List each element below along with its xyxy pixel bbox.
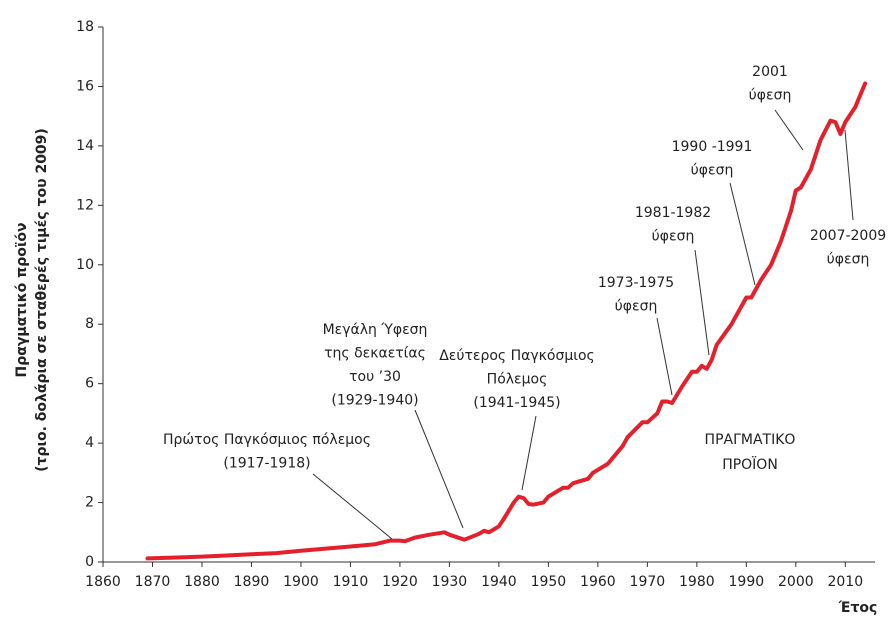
annotation: (1917-1918) — [223, 456, 310, 472]
x-tick-label: 1950 — [531, 574, 567, 590]
x-tick-label: 1960 — [580, 574, 616, 590]
y-tick-label: 0 — [85, 554, 94, 570]
y-axis-label: Πραγματικό προϊόν — [14, 223, 30, 378]
x-tick-label: 1980 — [679, 574, 715, 590]
y-axis-label: (τριο. δολάρια σε σταθερές τιμές του 200… — [34, 128, 50, 472]
x-tick-label: 2010 — [827, 574, 863, 590]
x-tick-label: 1930 — [432, 574, 468, 590]
annotation: (1941-1945) — [473, 395, 560, 411]
x-tick-label: 2000 — [778, 574, 814, 590]
annotation: (1929-1940) — [331, 393, 418, 409]
annotation-leader — [774, 109, 804, 151]
x-tick-label: 1880 — [184, 574, 220, 590]
x-tick-label: 1900 — [283, 574, 319, 590]
y-tick-label: 16 — [76, 78, 94, 94]
y-tick-label: 14 — [76, 138, 94, 154]
annotation-leader — [656, 317, 673, 396]
annotation: Πόλεμος — [487, 372, 548, 388]
annotation: ύφεση — [827, 252, 870, 268]
x-tick-label: 1920 — [382, 574, 418, 590]
annotation: Μεγάλη Ύφεση — [323, 322, 428, 338]
annotation-leader — [414, 409, 464, 529]
x-tick-label: 1890 — [234, 574, 270, 590]
gdp-line — [145, 81, 868, 561]
x-axis-label: Έτος — [838, 600, 878, 616]
x-tick-label: 1870 — [135, 574, 171, 590]
annotation-leader — [694, 249, 710, 356]
x-tick-label: 1910 — [333, 574, 369, 590]
y-tick-label: 2 — [85, 495, 94, 511]
y-tick-label: 8 — [85, 316, 94, 332]
annotation: 2007-2009 — [810, 228, 886, 244]
annotation: της δεκαετίας — [324, 346, 426, 362]
annotation-leader — [844, 129, 854, 221]
annotation: 1973-1975 — [598, 275, 674, 291]
annotation: Πρώτος Παγκόσμιος πόλεμος — [163, 432, 371, 448]
annotation-leader — [312, 473, 393, 540]
annotation: του ’30 — [349, 369, 401, 385]
annotation-leader — [729, 182, 756, 286]
y-tick-label: 12 — [76, 197, 94, 213]
x-tick-label: 1860 — [85, 574, 121, 590]
x-tick-label: 1970 — [630, 574, 666, 590]
y-tick-label: 10 — [76, 257, 94, 273]
x-tick-label: 1990 — [729, 574, 765, 590]
annotation: ύφεση — [749, 88, 792, 104]
annotation: ύφεση — [615, 299, 658, 315]
annotation: 1981-1982 — [635, 205, 711, 221]
annotation: Δεύτερος Παγκόσμιος — [439, 348, 595, 364]
y-tick-label: 18 — [76, 19, 94, 35]
annotation: 1990 -1991 — [672, 139, 753, 155]
annotation: 2001 — [752, 64, 788, 80]
series-label: ΠΡΑΓΜΑΤΙΚΟ — [705, 432, 796, 448]
annotation: ύφεση — [652, 229, 695, 245]
series-label: ΠΡΟΪΟΝ — [722, 455, 778, 473]
y-tick-label: 4 — [85, 435, 94, 451]
annotation: ύφεση — [691, 163, 734, 179]
annotation-leader — [521, 415, 537, 491]
x-tick-label: 1940 — [481, 574, 517, 590]
y-tick-label: 6 — [85, 376, 94, 392]
